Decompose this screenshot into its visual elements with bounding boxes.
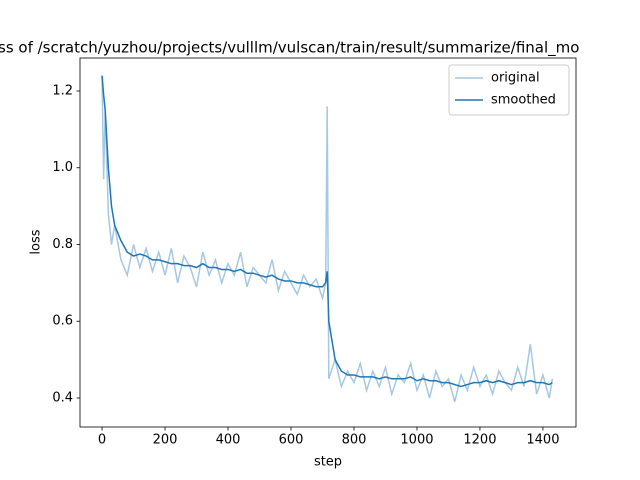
- y-tick-label: 1.2: [52, 84, 73, 99]
- y-tick-label: 0.4: [52, 390, 73, 405]
- y-axis-label: loss: [29, 229, 44, 254]
- series-line: [101, 75, 554, 403]
- legend: original smoothed: [448, 64, 570, 116]
- x-tick-label: 400: [216, 433, 241, 448]
- x-tick-label: 0: [98, 433, 106, 448]
- y-tick-label: 1.0: [52, 160, 73, 175]
- y-tick-label: 0.6: [52, 314, 73, 329]
- x-tick-label: 600: [279, 433, 304, 448]
- legend-label: original: [491, 71, 540, 86]
- x-tick-label: 1200: [463, 433, 496, 448]
- x-tick-label: 800: [342, 433, 367, 448]
- series-line: [101, 75, 553, 388]
- plot-frame: [79, 57, 577, 428]
- x-axis-label: step: [314, 455, 342, 470]
- x-tick-label: 200: [153, 433, 178, 448]
- x-tick-label: 1000: [400, 433, 433, 448]
- y-tick-label: 0.8: [52, 237, 73, 252]
- chart-title: ss of /scratch/yuzhou/projects/vulllm/vu…: [0, 39, 579, 58]
- legend-label: smoothed: [491, 93, 556, 108]
- x-tick-label: 1400: [526, 433, 559, 448]
